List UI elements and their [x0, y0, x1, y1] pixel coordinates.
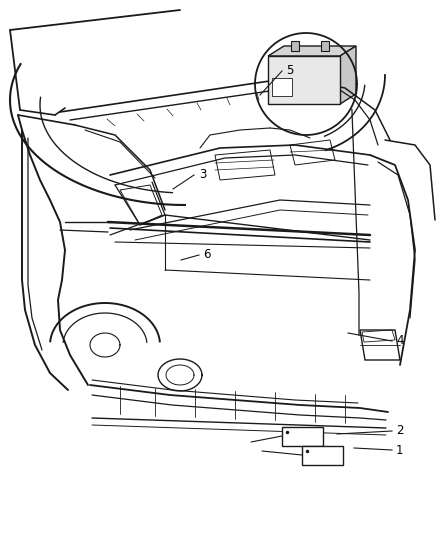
- Polygon shape: [340, 46, 356, 104]
- Text: 5: 5: [286, 64, 293, 77]
- Text: 6: 6: [203, 248, 211, 262]
- Text: 4: 4: [396, 335, 403, 348]
- Bar: [282, 427, 323, 446]
- Text: 1: 1: [396, 443, 403, 456]
- Bar: [268, 56, 340, 104]
- Text: 2: 2: [396, 424, 403, 438]
- Polygon shape: [291, 41, 299, 51]
- Polygon shape: [321, 41, 329, 51]
- Polygon shape: [268, 46, 356, 56]
- Bar: [272, 78, 292, 95]
- Bar: [302, 446, 343, 465]
- Text: 3: 3: [199, 168, 206, 182]
